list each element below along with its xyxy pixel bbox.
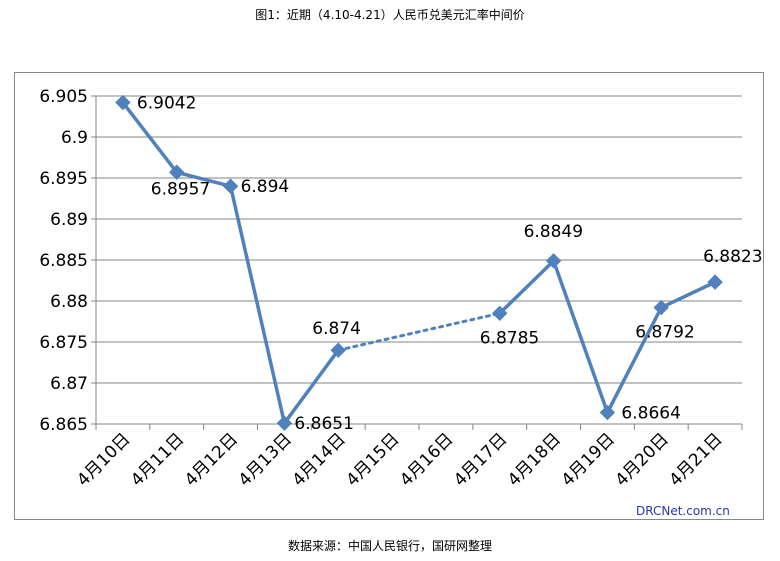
x-tick-label: 4月16日 [396, 429, 457, 490]
x-tick-label: 4月18日 [504, 429, 565, 490]
x-tick-label: 4月11日 [127, 429, 188, 490]
data-point [276, 415, 293, 431]
x-tick-label: 4月21日 [665, 429, 726, 490]
watermark: DRCNet.com.cn [636, 504, 730, 518]
x-tick-label: 4月15日 [342, 429, 403, 490]
y-tick-label: 6.905 [39, 87, 88, 107]
data-label: 6.874 [312, 319, 361, 339]
data-point [707, 274, 723, 290]
data-label: 6.894 [241, 177, 290, 197]
x-tick-label: 4月20日 [612, 429, 673, 490]
x-tick-label: 4月12日 [181, 429, 242, 490]
series-segment [660, 280, 716, 310]
data-label: 6.8823 [703, 247, 762, 267]
data-label: 6.8957 [151, 179, 210, 199]
x-tick-label: 4月19日 [558, 429, 619, 490]
data-point [169, 164, 185, 180]
source-note: 数据来源：中国人民银行，国研网整理 [287, 539, 492, 553]
data-label: 6.8651 [294, 414, 353, 434]
data-label: 6.8785 [480, 328, 539, 348]
x-tick-label: 4月10日 [73, 429, 134, 490]
y-tick-label: 6.885 [39, 251, 88, 271]
series-segment [121, 101, 179, 174]
x-tick-label: 4月14日 [289, 429, 350, 490]
series-segment [498, 259, 555, 315]
series-segment [176, 170, 232, 188]
y-tick-label: 6.895 [39, 169, 88, 189]
data-label: 6.8792 [635, 323, 694, 343]
data-label: 6.8664 [621, 404, 680, 424]
data-point [222, 178, 239, 194]
y-tick-label: 6.9 [61, 128, 88, 148]
chart-title: 图1：近期（4.10-4.21）人民币兑美元汇率中间价 [255, 8, 525, 22]
x-tick-label: 4月13日 [235, 429, 296, 490]
data-point [330, 342, 346, 358]
series-segment [605, 306, 663, 414]
y-tick-label: 6.87 [50, 374, 88, 394]
chart-frame [14, 72, 764, 520]
series-gap-connector [336, 311, 502, 352]
data-point [599, 404, 616, 421]
line-chart: 6.865 6.87 6.875 6.88 6.885 6.89 6.895 6.9 6.905… [39, 87, 762, 491]
data-point [492, 305, 508, 322]
y-tick-label: 6.865 [39, 415, 88, 435]
data-point [653, 299, 669, 316]
data-label: 6.8849 [524, 222, 583, 242]
y-tick-label: 6.875 [39, 333, 88, 353]
y-tick-label: 6.88 [50, 292, 88, 312]
data-point [545, 253, 562, 269]
y-tick-label: 6.89 [50, 210, 88, 230]
x-tick-label: 4月17日 [450, 429, 511, 490]
data-label: 6.9042 [137, 94, 196, 114]
series-segment [283, 349, 340, 425]
series-segment [228, 185, 287, 424]
series-segment [551, 260, 610, 414]
data-point [115, 94, 131, 111]
